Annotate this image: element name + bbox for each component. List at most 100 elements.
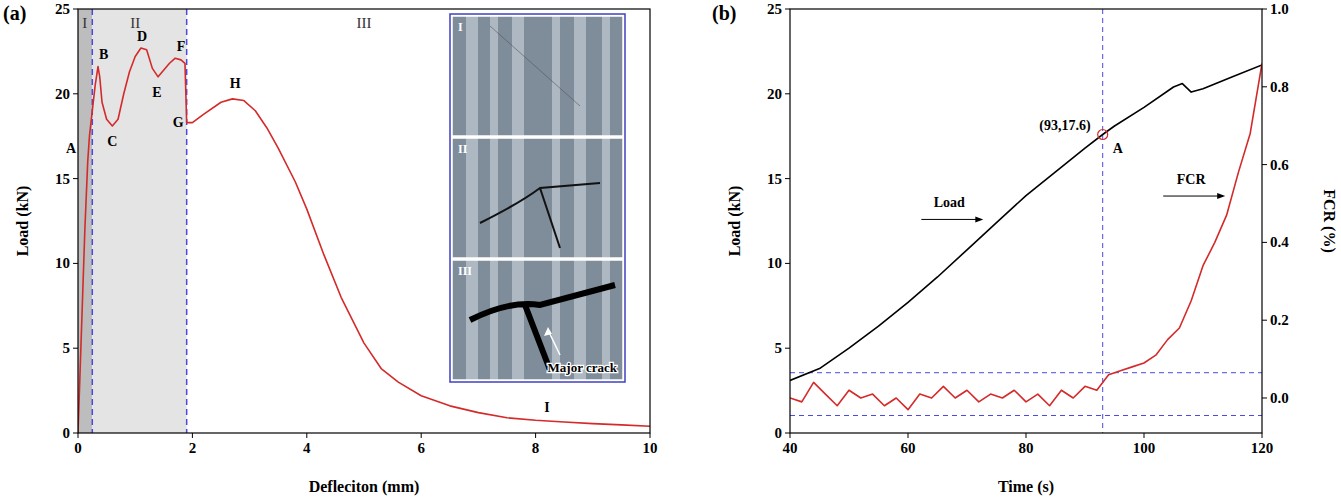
x-tick-label: 60: [901, 440, 916, 456]
x-tick-label: 8: [532, 440, 540, 456]
y-tick-label: 5: [63, 340, 71, 356]
inset-stripe: [602, 16, 610, 136]
inset-label: II: [458, 142, 468, 156]
region-boundary: [186, 9, 188, 433]
inset-stripe: [602, 138, 610, 258]
inset-note: Major crack: [548, 360, 618, 375]
marked-point-letter: A: [1113, 141, 1124, 156]
y-tick: [785, 348, 790, 349]
marked-point-label: (93,17.6): [1039, 118, 1091, 134]
inset-stripe: [552, 138, 560, 258]
y-tick-label: 15: [55, 171, 70, 187]
inset-stripe: [512, 138, 524, 258]
inset-stripe: [466, 16, 478, 136]
y2-tick-label: 0.8: [1270, 79, 1289, 95]
series-label: Load: [934, 195, 965, 210]
region-shade: [92, 9, 186, 433]
plot-frame: [78, 9, 650, 433]
inset-arrowhead: [544, 327, 552, 336]
y-tick-label: 25: [55, 1, 70, 17]
y-tick: [73, 9, 78, 10]
region-label: I: [82, 15, 87, 31]
x-tick-label: 80: [1019, 440, 1034, 456]
x-axis-title: Time (s): [998, 478, 1054, 496]
x-tick-label: 120: [1251, 440, 1274, 456]
x-tick-label: 4: [303, 440, 311, 456]
series-label-arrow: [1163, 196, 1219, 197]
point-annotation: A: [66, 141, 77, 156]
inset-label: I: [458, 20, 463, 34]
x-tick-label: 6: [417, 440, 425, 456]
y2-tick: [1262, 242, 1267, 243]
crack: [470, 285, 615, 370]
x-tick: [1262, 433, 1263, 438]
y2-tick: [1262, 9, 1267, 10]
y-tick: [785, 178, 790, 179]
inset-stripe: [512, 260, 524, 380]
x-tick: [790, 433, 791, 438]
y-tick-label: 5: [775, 340, 783, 356]
y-tick: [785, 263, 790, 264]
series-label-arrowhead: [1217, 193, 1225, 199]
x-tick-label: 10: [643, 440, 658, 456]
y-tick: [785, 433, 790, 434]
x-tick: [192, 433, 193, 438]
y-tick-label: 10: [767, 255, 782, 271]
x-tick: [1144, 433, 1145, 438]
y-tick: [73, 93, 78, 94]
y2-tick: [1262, 86, 1267, 87]
reference-hline: [790, 415, 1262, 416]
inset-stripe: [490, 138, 498, 258]
y2-axis-title: FCR (%): [1320, 189, 1338, 253]
y2-tick: [1262, 320, 1267, 321]
point-annotation: F: [177, 39, 186, 54]
point-annotation: H: [230, 76, 241, 91]
inset-stripe: [574, 138, 586, 258]
y-tick: [73, 433, 78, 434]
x-tick: [908, 433, 909, 438]
x-tick: [1026, 433, 1027, 438]
inset-stripe: [490, 16, 498, 136]
y2-tick-label: 1.0: [1270, 1, 1289, 17]
y-tick-label: 0: [63, 425, 71, 441]
inset-subframe: [452, 260, 623, 380]
y-tick: [73, 348, 78, 349]
y2-tick-label: 0.6: [1270, 157, 1289, 173]
marked-point: [1098, 130, 1108, 140]
point-annotation: I: [544, 400, 549, 415]
y-tick-label: 20: [767, 86, 782, 102]
inset-stripe: [490, 260, 498, 380]
crack: [490, 26, 580, 106]
y-axis-title: Load (kN): [726, 186, 744, 257]
reference-vline: [1102, 9, 1103, 433]
point-annotation: E: [152, 85, 161, 100]
crack: [480, 183, 600, 248]
point-annotation: D: [137, 29, 147, 44]
series-label-arrow: [921, 219, 977, 220]
plot-area: [78, 9, 650, 433]
inset-subframe: [452, 16, 623, 136]
series-line: [790, 65, 1262, 380]
panel-label: (a): [3, 2, 26, 25]
y-tick: [73, 263, 78, 264]
inset-subframe: [452, 138, 623, 258]
y-tick-label: 0: [775, 425, 783, 441]
chart-root: IIIMajor crackIII02468100510152025Deflec…: [0, 0, 1341, 502]
inset-label: III: [458, 264, 472, 278]
y-tick: [785, 93, 790, 94]
y-tick: [73, 178, 78, 179]
series-line: [790, 63, 1262, 409]
y2-tick: [1262, 164, 1267, 165]
panel-label: (b): [712, 2, 736, 25]
series-label-arrowhead: [975, 216, 983, 222]
inset: IIIMajor crackIII: [450, 14, 625, 382]
x-tick-label: 2: [189, 440, 197, 456]
point-annotation: C: [107, 134, 117, 149]
point-annotation: B: [99, 47, 108, 62]
plot-area: [790, 9, 1262, 433]
y-axis-title: Load (kN): [14, 186, 32, 257]
y-tick-label: 10: [55, 255, 70, 271]
x-tick-label: 0: [74, 440, 82, 456]
x-tick: [535, 433, 536, 438]
y-tick: [785, 9, 790, 10]
